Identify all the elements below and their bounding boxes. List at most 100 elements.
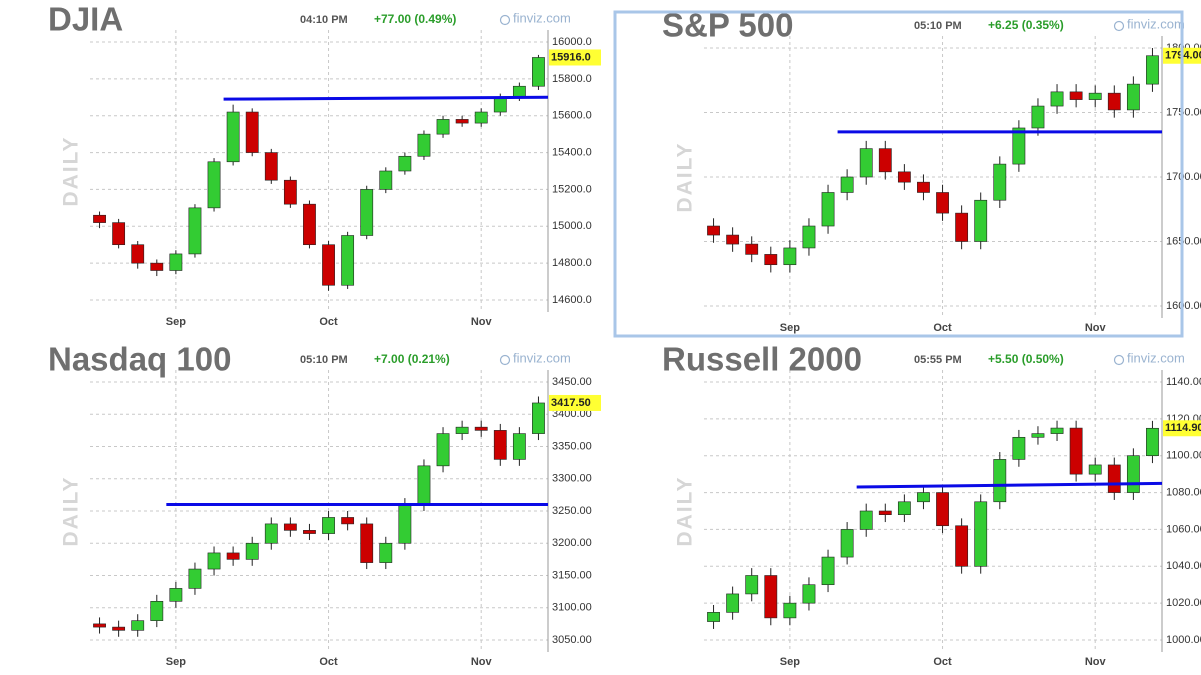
candle-body xyxy=(917,492,930,503)
candle-body xyxy=(955,212,969,242)
candle-body xyxy=(436,433,450,467)
quote-time: 05:55 PM xyxy=(914,354,962,366)
candle-body xyxy=(474,111,488,124)
candle-body xyxy=(936,492,949,527)
x-tick-label: Oct xyxy=(933,322,952,334)
candle-body xyxy=(417,465,431,505)
candle-body xyxy=(226,111,240,163)
y-tick-label: 3150.00 xyxy=(552,569,592,581)
chart-panel: DAILY1600.001650.001700.001750.001800.00… xyxy=(662,7,1201,334)
chart-panel: DAILY 3050.00 3100.00 3150.00 3200.00 3250.00… xyxy=(48,341,601,668)
quote-time: 05:10 PM xyxy=(300,354,348,366)
candle-body xyxy=(859,148,873,178)
candle-body xyxy=(417,133,431,157)
candle-body xyxy=(802,225,816,249)
candle-body xyxy=(455,119,469,124)
y-tick-label: 3300.00 xyxy=(552,473,592,485)
y-tick-label: 1100.00 xyxy=(1166,450,1201,462)
candle-body xyxy=(974,199,988,242)
chart-panel: DAILY 1000.00 1020.00 1040.00 1060.00 1080.00… xyxy=(662,341,1201,668)
candle-body xyxy=(322,517,335,534)
y-tick-label: 14600.0 xyxy=(552,294,592,306)
chart-title: Nasdaq 100 xyxy=(48,341,231,378)
y-tick-label: 3350.00 xyxy=(552,440,592,452)
last-price-box xyxy=(549,49,601,66)
quote-time: 04:10 PM xyxy=(300,14,348,26)
quote-change: +77.00 (0.49%) xyxy=(374,12,456,26)
candle-body xyxy=(226,552,240,560)
candle-body xyxy=(1107,464,1121,493)
y-tick-label: 1060.00 xyxy=(1166,523,1201,535)
candle-body xyxy=(245,542,259,560)
candle-body xyxy=(764,254,778,266)
candle-body xyxy=(493,430,507,460)
candle-body xyxy=(131,244,145,264)
watermark: DAILY xyxy=(60,475,83,546)
candle-body xyxy=(726,234,740,245)
selected-panel-border xyxy=(613,10,1184,338)
candle-body xyxy=(207,552,221,570)
source-label: finviz.com xyxy=(1127,350,1185,365)
candle-body xyxy=(1069,91,1083,100)
y-tick-label: 15400.0 xyxy=(552,146,592,158)
y-tick-label: 15600.0 xyxy=(552,110,592,122)
y-tick-label: 14800.0 xyxy=(552,257,592,269)
source-label: finviz.com xyxy=(513,350,571,365)
quote-change: +6.25 (0.35%) xyxy=(988,18,1064,32)
candle-body xyxy=(1050,91,1064,107)
plot-area xyxy=(704,370,1162,652)
candle-body xyxy=(859,510,873,530)
candle-body xyxy=(707,612,720,622)
y-tick-label: 1140.00 xyxy=(1166,376,1201,388)
x-tick-label: Oct xyxy=(933,656,952,668)
quote-change: +7.00 (0.21%) xyxy=(374,352,450,366)
quote-time: 05:10 PM xyxy=(914,20,962,32)
source-label: finviz.com xyxy=(513,10,571,25)
watermark: DAILY xyxy=(674,475,697,546)
y-tick-label: 3400.00 xyxy=(552,408,592,420)
candle-body xyxy=(897,501,911,515)
candle-body xyxy=(398,504,412,544)
candle-body xyxy=(131,620,145,631)
source-icon xyxy=(499,354,511,366)
source-icon xyxy=(499,14,511,26)
candle-body xyxy=(1107,92,1121,111)
candle-body xyxy=(188,568,202,589)
candle-body xyxy=(840,176,854,193)
candle-body xyxy=(917,181,930,193)
y-tick-label: 1000.00 xyxy=(1166,634,1201,646)
candle-body xyxy=(878,148,892,173)
candle-body xyxy=(532,57,545,87)
y-tick-label: 1040.00 xyxy=(1166,560,1201,572)
candle-body xyxy=(936,192,949,214)
candle-body xyxy=(745,243,759,255)
y-tick-label: 3050.00 xyxy=(552,634,592,646)
x-tick-label: Nov xyxy=(1085,656,1107,668)
candle-body xyxy=(1012,127,1026,165)
candle-body xyxy=(783,602,797,619)
candle-body xyxy=(1126,455,1140,493)
candle-body xyxy=(878,510,892,515)
x-tick-label: Nov xyxy=(471,316,493,328)
candle-body xyxy=(1146,55,1159,85)
candle-body xyxy=(264,523,278,544)
candle-body xyxy=(379,170,393,190)
candle-body xyxy=(303,203,316,246)
candle-body xyxy=(112,222,126,246)
quote-change: +5.50 (0.50%) xyxy=(988,352,1064,366)
candle-body xyxy=(264,152,278,181)
candle-body xyxy=(436,119,450,135)
candle-body xyxy=(169,588,183,602)
candle-body xyxy=(532,402,545,434)
source-icon xyxy=(1113,354,1125,366)
candle-body xyxy=(1069,427,1083,475)
trendline xyxy=(856,481,1163,489)
candle-body xyxy=(512,433,526,460)
candle-body xyxy=(1031,105,1045,129)
source-icon xyxy=(1113,20,1125,32)
candle-body xyxy=(707,225,720,236)
candle-body xyxy=(821,192,835,227)
last-price-label: 15916.0 xyxy=(551,51,591,63)
candle-body xyxy=(840,529,854,558)
